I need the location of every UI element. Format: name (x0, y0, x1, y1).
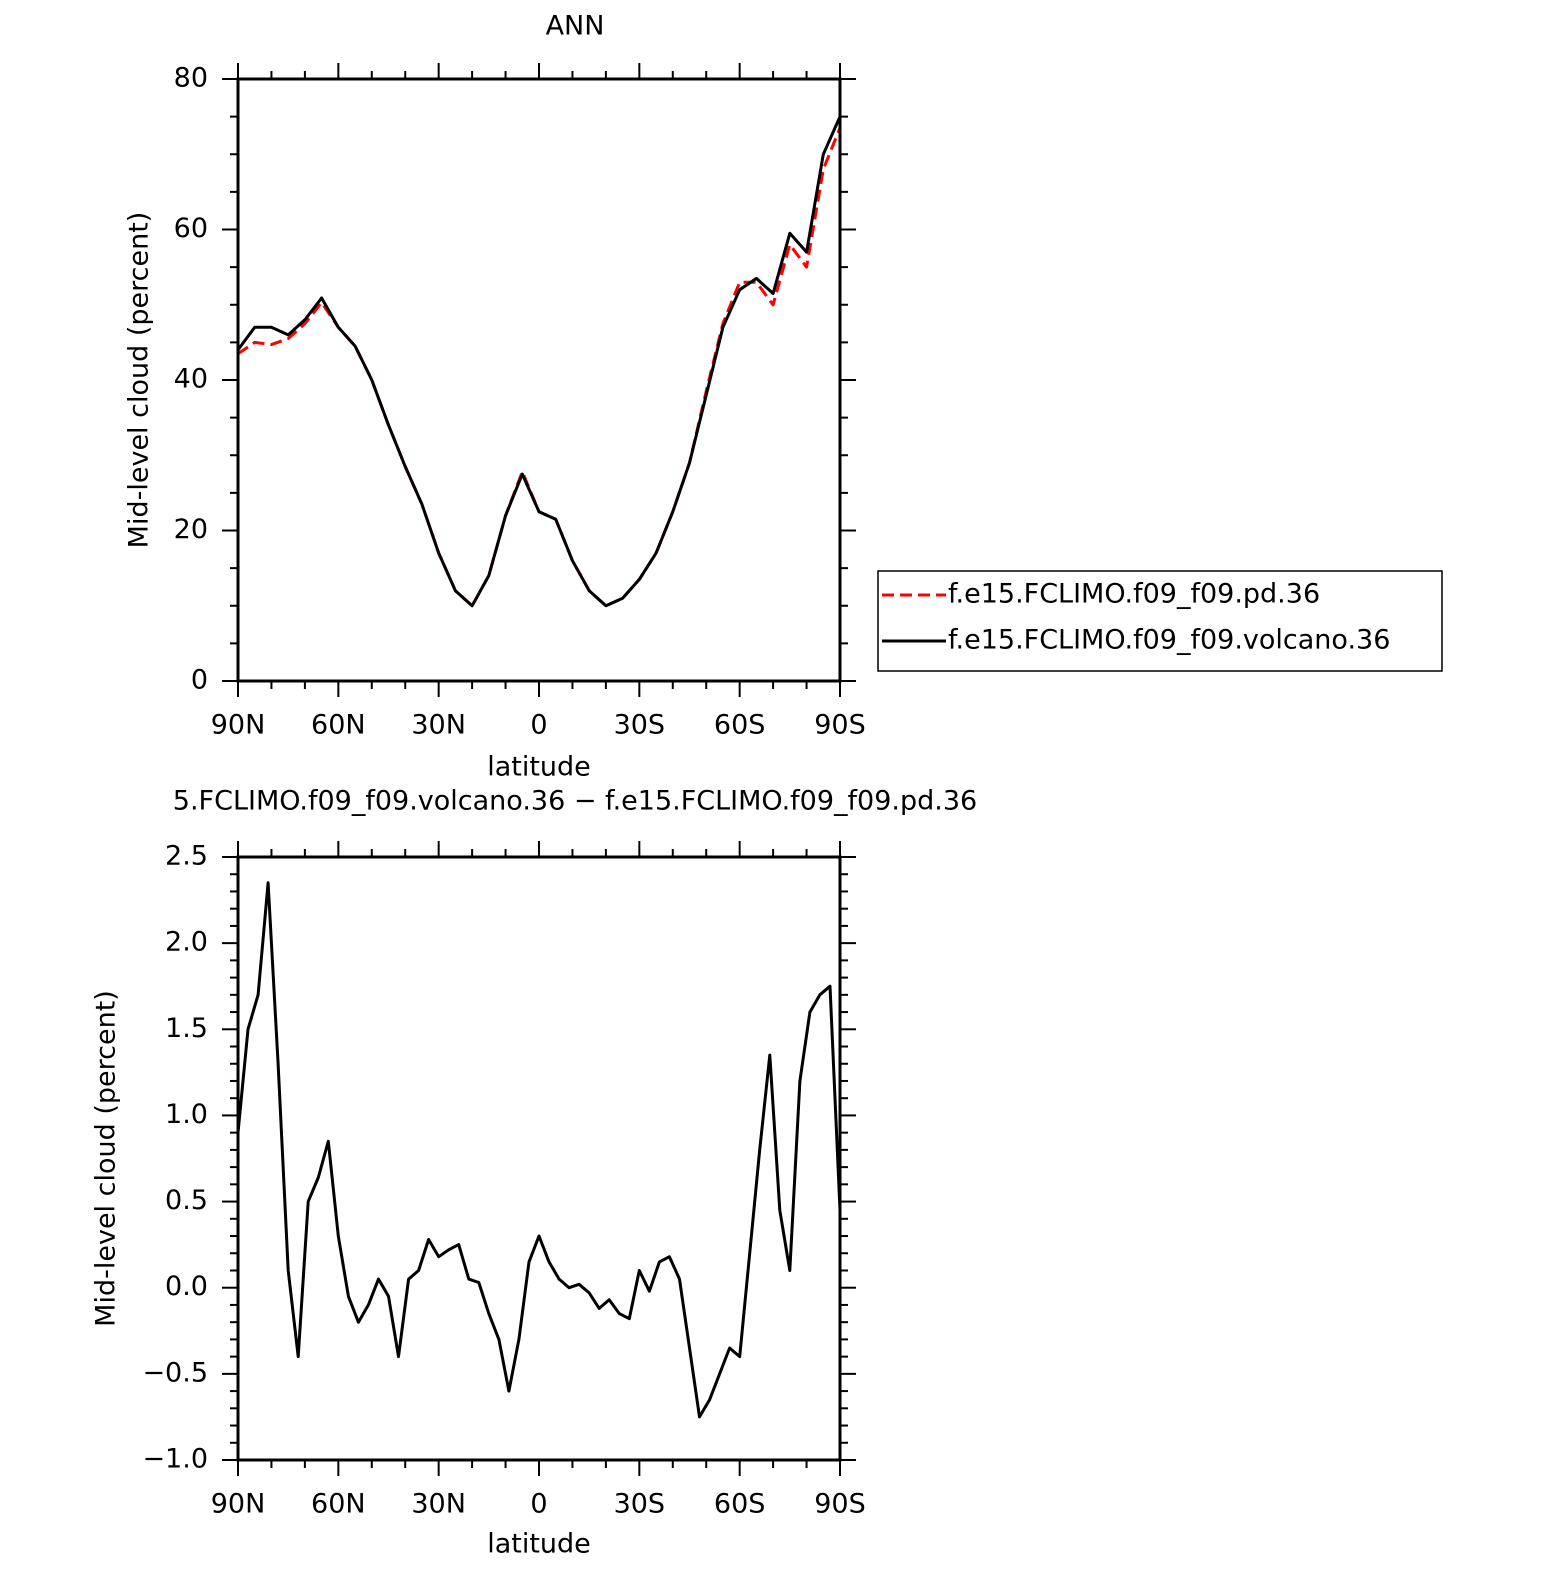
y-tick-label: 20 (174, 514, 208, 545)
x-axis-label: latitude (487, 752, 591, 783)
x-tick-label: 30S (614, 710, 666, 741)
x-tick-label: 90N (211, 710, 266, 741)
y-tick-label: −0.5 (142, 1357, 208, 1388)
legend-label: f.e15.FCLIMO.f09_f09.volcano.36 (948, 625, 1390, 656)
y-tick-label: 0.0 (165, 1271, 208, 1302)
x-tick-label: 90N (211, 1489, 266, 1520)
y-tick-label: 2.5 (165, 841, 208, 872)
y-axis-label: Mid-level cloud (percent) (124, 212, 155, 549)
y-tick-label: 40 (174, 364, 208, 395)
y-tick-label: 2.0 (165, 927, 208, 958)
chart-title: 5.FCLIMO.f09_f09.volcano.36 − f.e15.FCLI… (173, 786, 977, 817)
x-tick-label: 90S (814, 1489, 866, 1520)
plot-frame (236, 855, 842, 1462)
y-tick-label: 1.0 (165, 1099, 208, 1130)
y-tick-label: 0.5 (165, 1185, 208, 1216)
y-tick-label: 1.5 (165, 1013, 208, 1044)
x-tick-label: 0 (530, 710, 547, 741)
data-line (237, 127, 842, 608)
x-tick-label: 30N (411, 710, 466, 741)
x-tick-label: 30N (411, 1489, 466, 1520)
x-tick-label: 60N (311, 710, 366, 741)
y-tick-label: 0 (191, 665, 208, 696)
x-tick-label: 30S (614, 1489, 666, 1520)
legend-label: f.e15.FCLIMO.f09_f09.pd.36 (948, 579, 1320, 610)
y-axis-label: Mid-level cloud (percent) (91, 990, 122, 1327)
x-tick-label: 60S (714, 1489, 766, 1520)
data-line (236, 115, 842, 608)
y-tick-label: 80 (174, 63, 208, 94)
chart-title: ANN (546, 11, 605, 42)
x-tick-label: 90S (814, 710, 866, 741)
y-tick-label: 60 (174, 213, 208, 244)
x-tick-label: 60S (714, 710, 766, 741)
data-line (236, 881, 842, 1419)
plot-frame (236, 77, 842, 683)
x-tick-label: 60N (311, 1489, 366, 1520)
y-tick-label: −1.0 (142, 1444, 208, 1475)
x-axis-label: latitude (487, 1529, 591, 1560)
x-tick-label: 0 (530, 1489, 547, 1520)
legend-box (877, 570, 1443, 672)
